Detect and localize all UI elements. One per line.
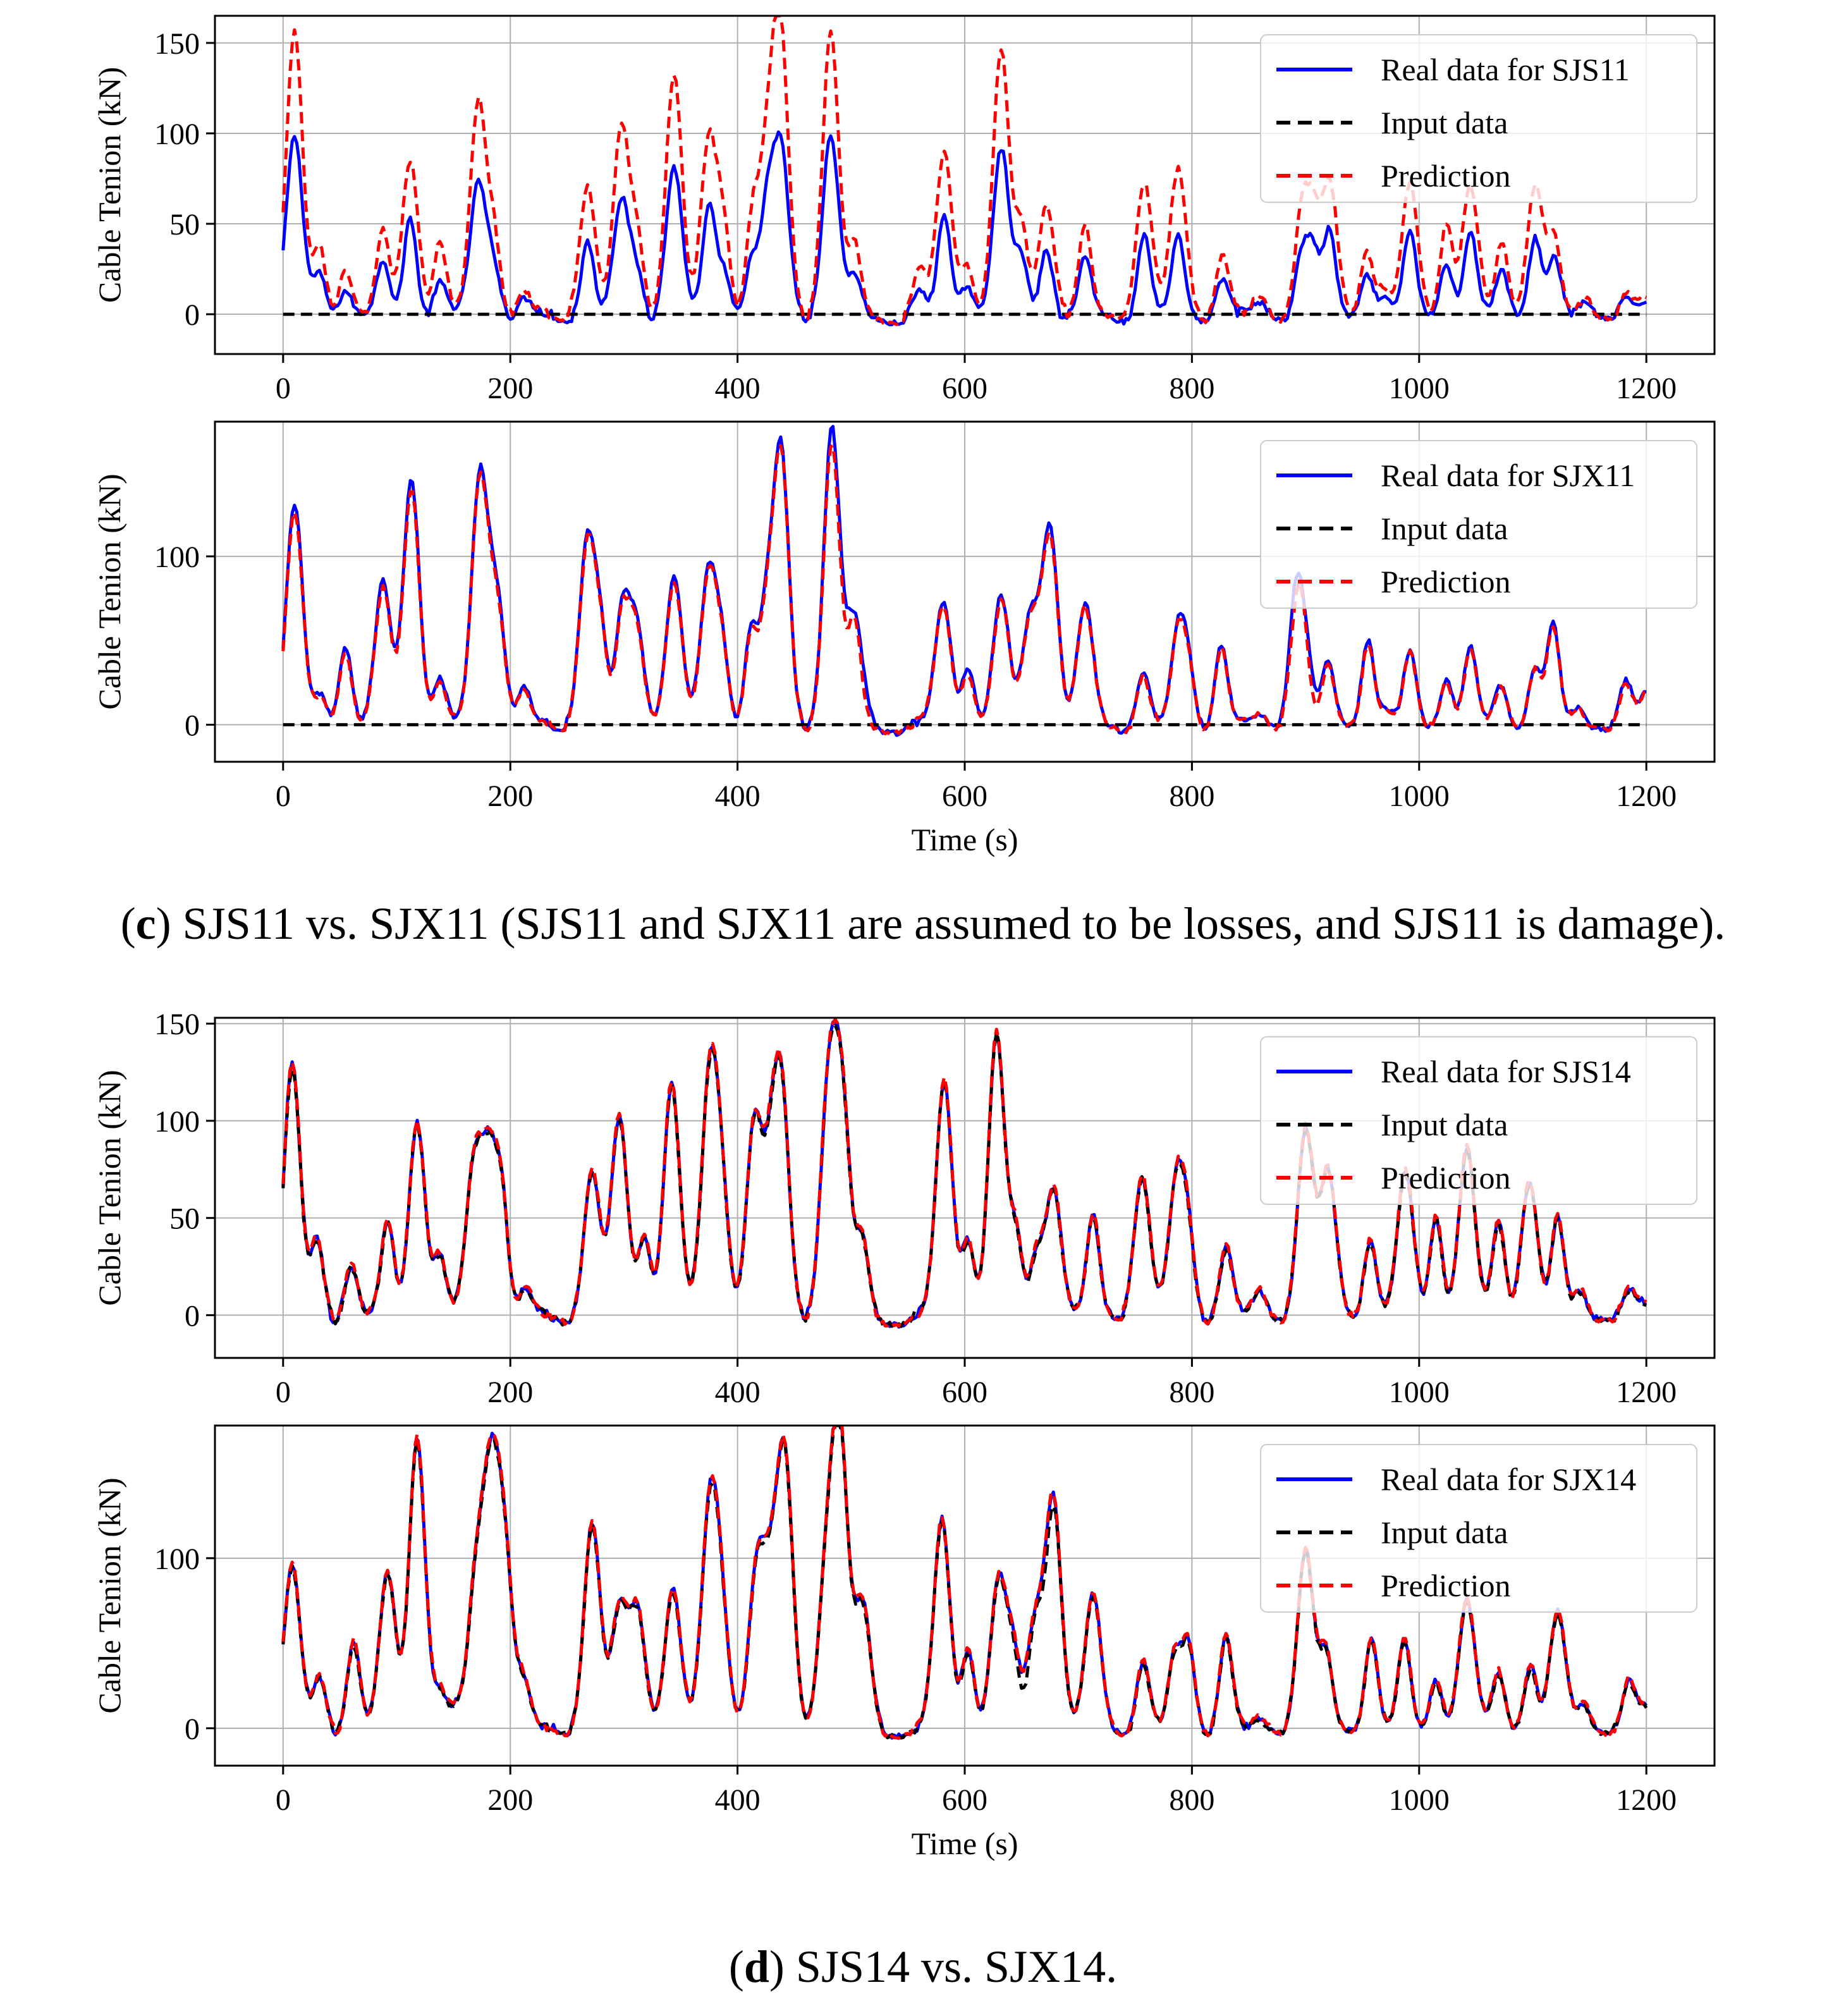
x-tick-label: 1200 (1616, 779, 1677, 813)
series-line-prediction (281, 1018, 1647, 1328)
y-axis-label: Cable Tenion (kN) (92, 1070, 127, 1305)
y-axis-label: Cable Tenion (kN) (92, 1477, 127, 1713)
series-line-real-data-for-sjs11 (281, 130, 1647, 327)
x-tick-label: 0 (276, 779, 291, 813)
series-line-prediction (281, 444, 1647, 736)
y-tick-label: 50 (169, 1202, 200, 1236)
x-tick-label: 800 (1169, 1376, 1214, 1409)
y-tick-label: 150 (154, 27, 200, 61)
legend-label: Input data (1381, 1107, 1508, 1142)
legend-box (1260, 34, 1697, 203)
series-line-prediction (281, 1426, 1647, 1740)
x-tick-label: 200 (487, 372, 533, 405)
x-tick-label: 200 (487, 1376, 533, 1409)
x-tick-label: 800 (1169, 372, 1214, 405)
x-tick-label: 400 (715, 372, 761, 405)
series-line-prediction (281, 16, 1647, 327)
x-tick-label: 1200 (1616, 1376, 1677, 1409)
legend-label: Real data for SJX14 (1381, 1462, 1636, 1497)
x-tick-label: 0 (276, 1783, 291, 1817)
caption-c: (c) SJS11 vs. SJX11 (SJS11 and SJX11 are… (120, 898, 1726, 949)
x-tick-label: 600 (942, 779, 987, 813)
y-tick-label: 150 (154, 1008, 200, 1041)
x-tick-label: 0 (276, 1376, 291, 1409)
chart-c-top: 0 200 400 600 800 1000 1200 0 50 100 150 Cable Teni… (92, 15, 1716, 405)
x-tick-label: 400 (715, 779, 761, 813)
y-tick-label: 0 (185, 1299, 200, 1333)
x-tick-label: 400 (715, 1783, 761, 1817)
y-tick-label: 100 (154, 1543, 200, 1576)
x-axis-label: Time (s) (911, 822, 1018, 857)
chart-d-top: 0 200 400 600 800 1000 1200 0 50 100 150 Cable Teni… (92, 1008, 1716, 1409)
y-tick-label: 0 (185, 709, 200, 742)
x-tick-label: 400 (715, 1376, 761, 1409)
caption-c-text: ) SJS11 vs. SJX11 (SJS11 and SJX11 are a… (156, 898, 1726, 949)
chart-d-bottom: 0 200 400 600 800 1000 1200 0 100 Cable Tenion (k… (92, 1424, 1716, 1861)
x-tick-label: 1000 (1389, 1783, 1450, 1817)
x-tick-label: 200 (487, 779, 533, 813)
legend-label: Prediction (1381, 564, 1511, 599)
legend-box (1260, 1444, 1697, 1613)
x-tick-label: 1000 (1389, 1376, 1450, 1409)
x-tick-label: 600 (942, 372, 987, 405)
legend-box (1260, 1036, 1697, 1205)
y-axis-label: Cable Tenion (kN) (92, 473, 127, 709)
x-tick-label: 1000 (1389, 372, 1450, 405)
caption-c-letter: c (135, 898, 156, 949)
x-tick-label: 600 (942, 1376, 987, 1409)
legend-label: Prediction (1381, 1160, 1511, 1195)
x-tick-label: 1200 (1616, 1783, 1677, 1817)
legend-label: Input data (1381, 511, 1508, 546)
legend-label: Prediction (1381, 1568, 1511, 1603)
x-tick-label: 0 (276, 372, 291, 405)
y-tick-label: 100 (154, 541, 200, 574)
x-tick-label: 200 (487, 1783, 533, 1817)
x-tick-label: 800 (1169, 779, 1214, 813)
x-tick-label: 1000 (1389, 779, 1450, 813)
legend-label: Input data (1381, 1515, 1508, 1550)
legend-label: Real data for SJS11 (1381, 52, 1630, 87)
y-tick-label: 100 (154, 1105, 200, 1139)
chart-c-bottom: 0 200 400 600 800 1000 1200 0 100 Cable Tenion (k… (92, 420, 1716, 857)
y-tick-label: 0 (185, 298, 200, 332)
x-tick-label: 1200 (1616, 372, 1677, 405)
caption-d: (d) SJS14 vs. SJX14. (728, 1941, 1118, 1992)
legend-label: Prediction (1381, 158, 1511, 193)
x-tick-label: 800 (1169, 1783, 1214, 1817)
y-tick-label: 0 (185, 1713, 200, 1746)
caption-d-text: ) SJS14 vs. SJX14. (769, 1941, 1118, 1992)
y-tick-label: 50 (169, 208, 200, 241)
y-tick-label: 100 (154, 118, 200, 151)
legend-box (1260, 440, 1697, 609)
y-axis-label: Cable Tenion (kN) (92, 67, 127, 303)
legend-label: Real data for SJX11 (1381, 458, 1635, 493)
x-axis-label: Time (s) (911, 1826, 1018, 1861)
caption-d-letter: d (743, 1941, 769, 1992)
legend-label: Input data (1381, 105, 1508, 140)
legend-label: Real data for SJS14 (1381, 1054, 1631, 1089)
x-tick-label: 600 (942, 1783, 987, 1817)
